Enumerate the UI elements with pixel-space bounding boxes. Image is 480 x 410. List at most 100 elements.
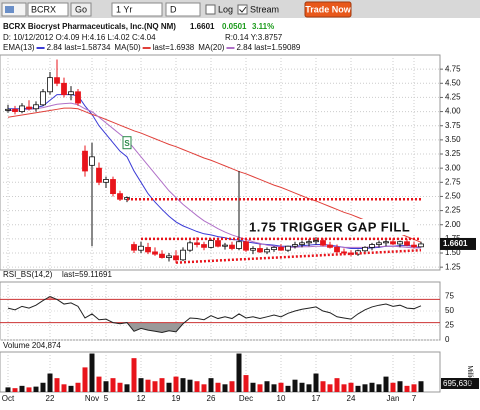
volume-bar (411, 384, 417, 392)
candle-body (236, 241, 242, 249)
volume-bar (75, 382, 81, 392)
candle-body (278, 246, 284, 251)
candle-body (341, 251, 347, 254)
volume-bar (257, 384, 263, 392)
candle-body (222, 244, 228, 247)
volume-bar (159, 378, 165, 392)
volume-bar (89, 353, 95, 392)
volume-bar (292, 379, 298, 392)
y-tick-label: 3.50 (445, 135, 461, 144)
candle-body (110, 179, 116, 195)
volume-bar (229, 381, 235, 392)
ma-line (8, 102, 421, 249)
volume-bar (376, 384, 382, 392)
interval-select[interactable] (165, 2, 201, 17)
y-tick-label: 1.50 (445, 248, 461, 257)
candle-body (138, 245, 144, 251)
log-checkbox[interactable] (205, 4, 216, 15)
rsi-tick-label: 50 (445, 306, 454, 315)
change-percent: 3.11% (252, 22, 274, 31)
event-icon (122, 136, 132, 150)
volume-bar (54, 378, 60, 392)
x-tick-label: 10 (277, 394, 286, 403)
volume-bar (348, 382, 354, 392)
candle-body (89, 156, 95, 166)
volume-bar (26, 387, 32, 392)
go-button[interactable] (70, 2, 92, 17)
volume-bar (68, 385, 74, 392)
candle-body (215, 240, 221, 247)
volume-bar (201, 384, 207, 392)
volume-last-label: 695,630 (443, 379, 472, 388)
stream-checkbox[interactable] (237, 4, 248, 15)
candle-body (68, 91, 74, 96)
rsi-info: last=59.11691 (62, 270, 112, 279)
volume-bar (222, 384, 228, 392)
x-tick-label: Nov (85, 394, 99, 403)
candle-body (152, 251, 158, 255)
candle-body (243, 241, 249, 251)
volume-bar (103, 381, 109, 392)
candle-body (173, 255, 179, 261)
candle-body (362, 246, 368, 252)
volume-bar (236, 353, 242, 392)
x-tick-label: 26 (207, 394, 216, 403)
volume-unit: Millions (466, 365, 473, 389)
volume-bar (215, 382, 221, 392)
log-label: Log (218, 4, 233, 14)
candle-body (26, 106, 32, 110)
y-tick-label: 3.00 (445, 163, 461, 172)
candle-body (397, 241, 403, 245)
candle-body (313, 240, 319, 243)
x-tick-label: 24 (347, 394, 356, 403)
candle-body (187, 242, 193, 251)
candle-body (61, 82, 67, 96)
candle-body (208, 240, 214, 248)
volume-last-box (441, 378, 479, 389)
volume-bar (264, 381, 270, 392)
rsi-title: RSI_BS(14,2) (3, 270, 53, 279)
annotation-bg (247, 219, 415, 235)
volume-bar (117, 382, 123, 392)
candle-body (390, 241, 396, 245)
volume-bar (173, 376, 179, 392)
y-tick-label: 4.50 (445, 78, 461, 87)
rsi-tick-label: 75 (445, 292, 454, 301)
last-price-flag (440, 237, 476, 250)
candle-body (411, 244, 417, 248)
check-mark (239, 6, 247, 13)
volume-bar (96, 376, 102, 392)
volume-bar (404, 385, 410, 392)
stream-label: Stream (250, 4, 279, 14)
x-tick-label: Oct (2, 394, 15, 403)
candle-body (201, 244, 207, 248)
volume-bar (33, 386, 39, 392)
y-tick-label: 3.25 (445, 149, 461, 158)
symbol-input[interactable] (27, 2, 69, 17)
last-price-label: 1.6601 (443, 239, 468, 248)
y-tick-label: 4.75 (445, 64, 461, 73)
legend-name: EMA(13) (3, 43, 35, 52)
candle-body (33, 104, 39, 110)
trade-button[interactable] (304, 1, 352, 18)
candle-body (229, 244, 235, 249)
candle-body (369, 244, 375, 248)
period-select[interactable] (111, 2, 163, 17)
candle-body (299, 242, 305, 245)
y-tick-label: 2.25 (445, 206, 461, 215)
candle-body (166, 255, 172, 258)
volume-bar (180, 378, 186, 392)
rsi-tick-label: 0 (445, 335, 450, 344)
ma-line (7, 107, 422, 243)
volume-bar (306, 384, 312, 392)
x-tick-label: 12 (137, 394, 146, 403)
candle-body (54, 77, 60, 84)
candle-body (194, 242, 200, 245)
legend-name: MA(20) (198, 43, 225, 52)
volume-bar (313, 373, 319, 392)
symbol-text: BCRX (31, 4, 56, 14)
interval-label: D (170, 4, 177, 14)
volume-bar (369, 382, 375, 392)
x-tick-label: 22 (46, 394, 55, 403)
